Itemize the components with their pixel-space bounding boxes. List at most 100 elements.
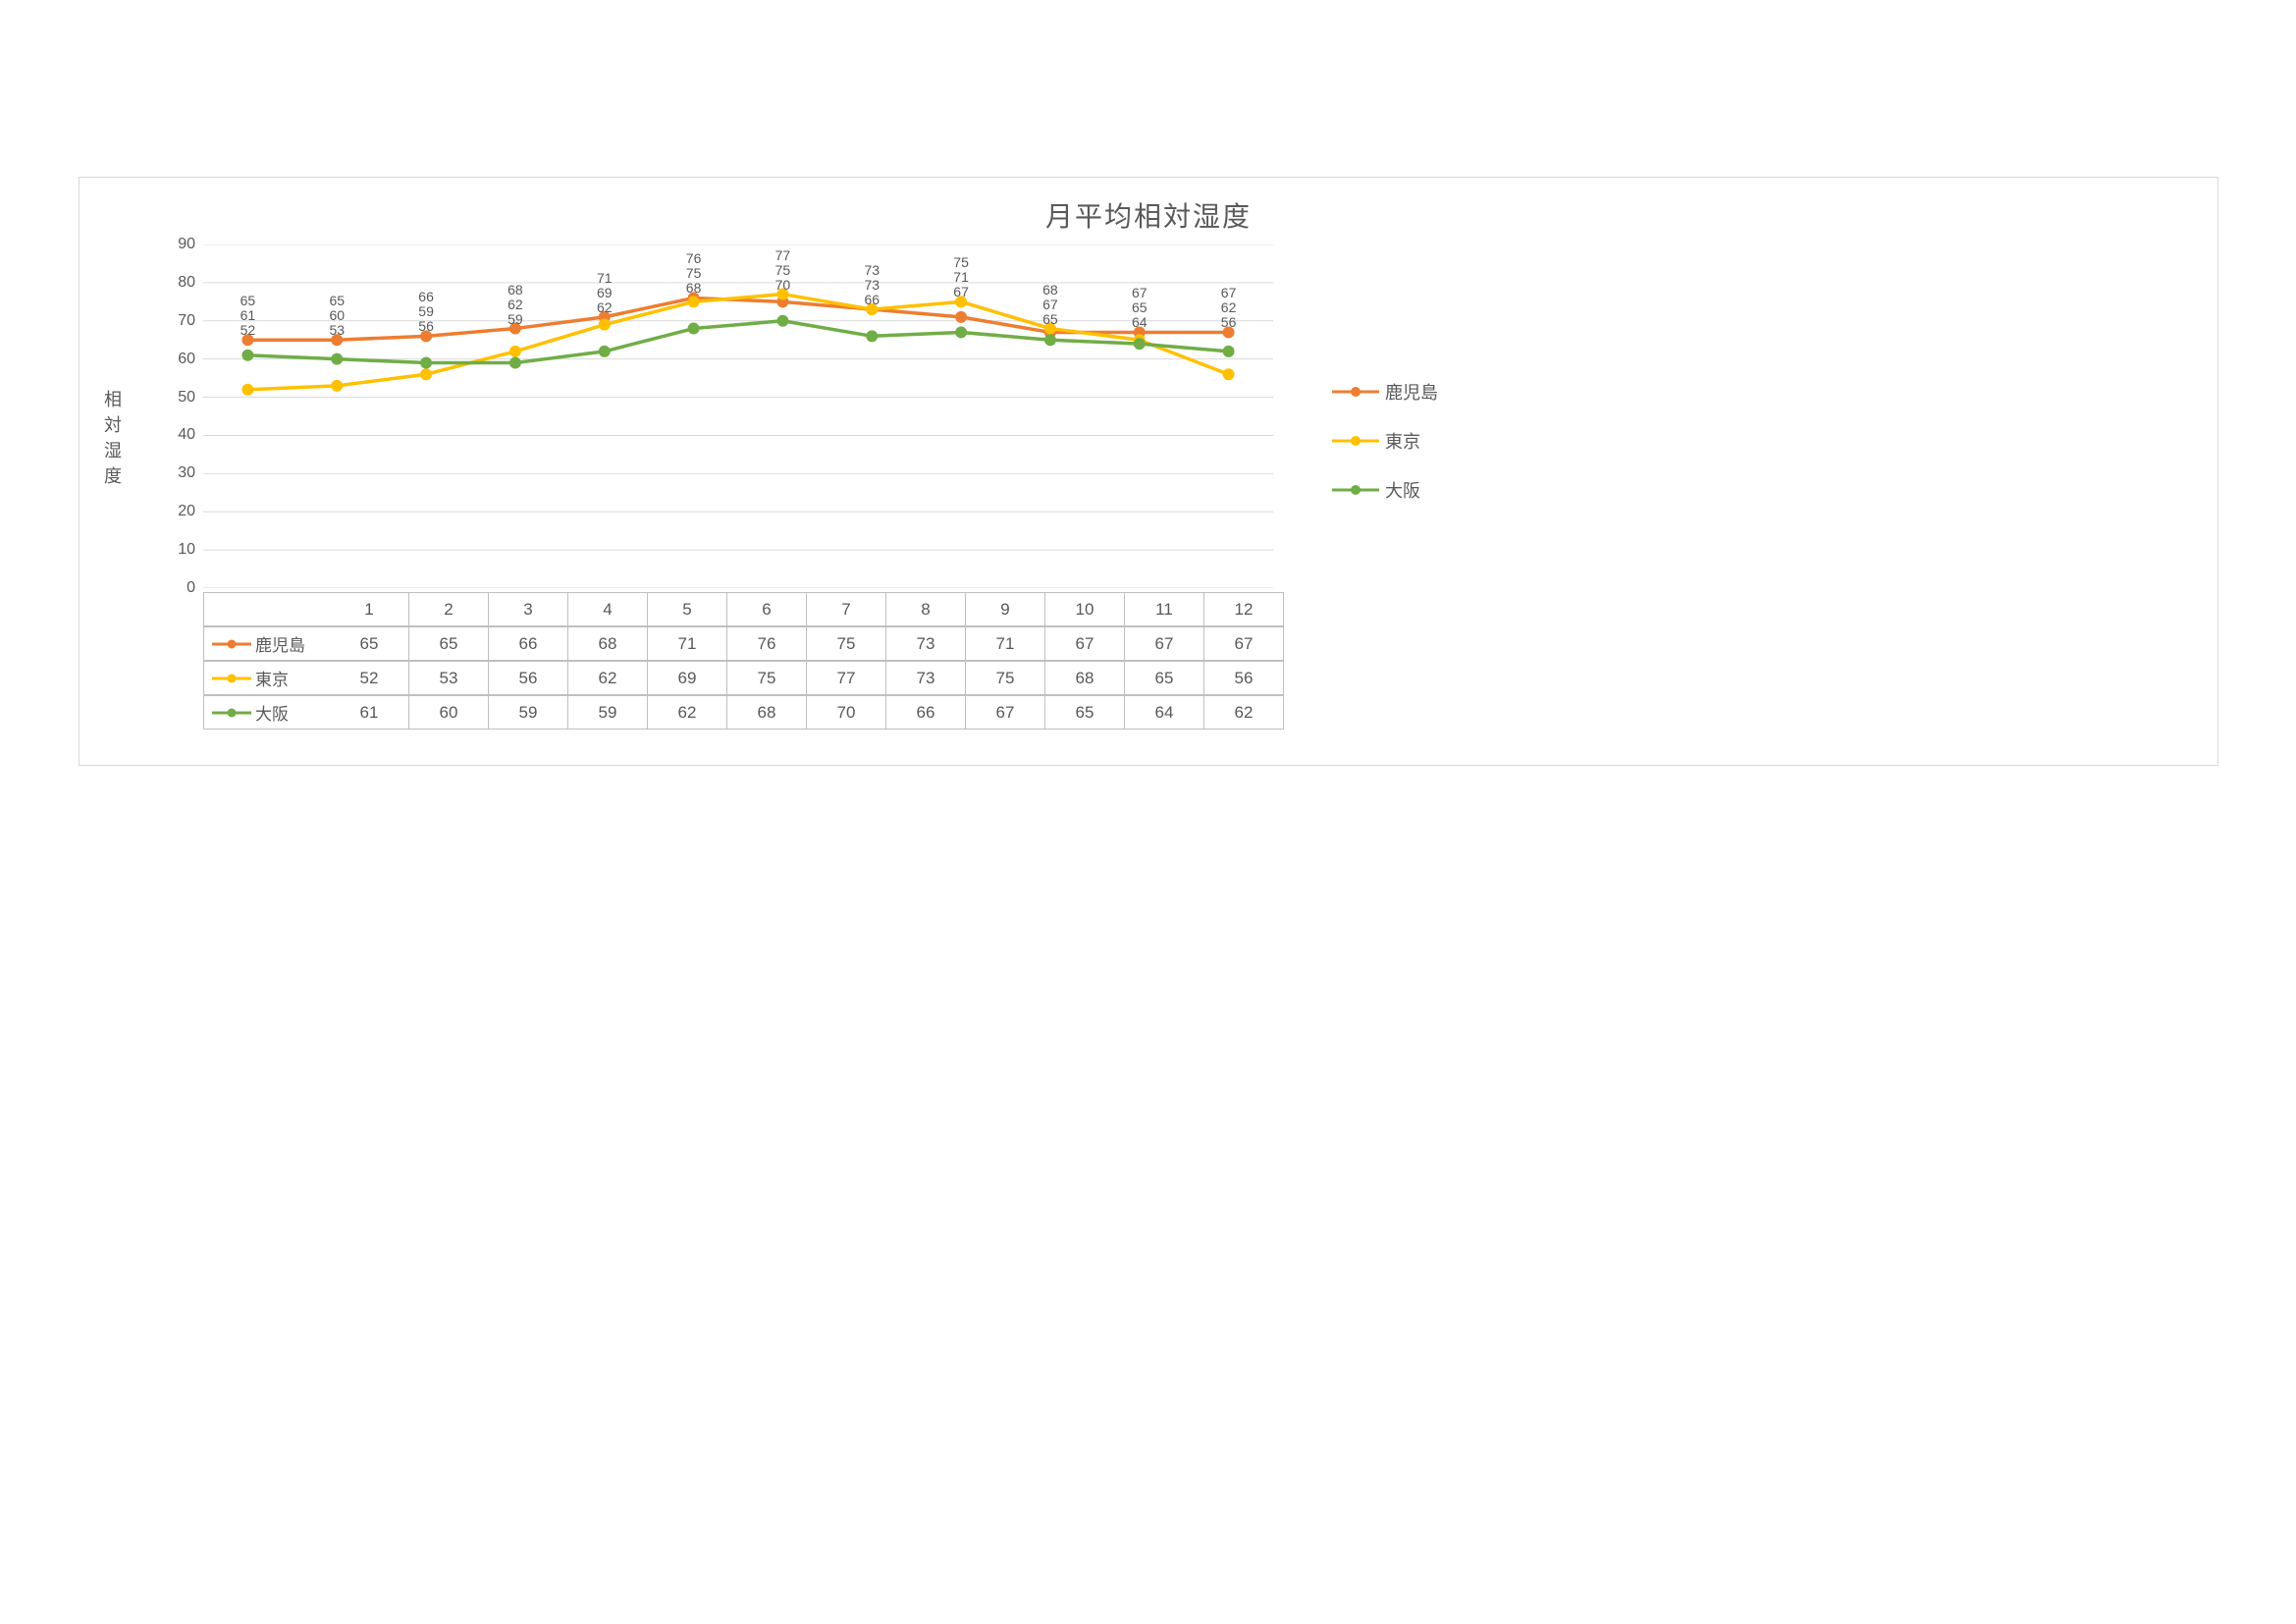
data-label-stack: 676564 bbox=[1132, 286, 1148, 330]
data-table-value-cell: 61 bbox=[330, 695, 409, 730]
data-label-value: 62 bbox=[597, 300, 613, 315]
data-label-value: 66 bbox=[418, 290, 434, 304]
data-label-value: 62 bbox=[507, 298, 523, 312]
data-label-stack: 767568 bbox=[686, 251, 702, 296]
chart-title: 月平均相対湿度 bbox=[80, 195, 2217, 235]
data-table-header-row: 123456789101112 bbox=[203, 592, 1273, 626]
y-tick-label: 90 bbox=[156, 236, 195, 253]
page-root: 月平均相対湿度 相対湿度 0102030405060708090 6561526… bbox=[0, 0, 2296, 1624]
data-table-value-cell: 66 bbox=[886, 695, 966, 730]
data-table: 123456789101112鹿児島6565666871767573716767… bbox=[203, 592, 1273, 730]
legend-label: 鹿児島 bbox=[1385, 379, 1438, 405]
series-marker bbox=[688, 323, 699, 334]
data-label-value: 61 bbox=[240, 308, 256, 323]
data-table-value-cell: 76 bbox=[727, 626, 807, 661]
series-marker bbox=[509, 357, 520, 368]
series-line bbox=[247, 321, 1228, 363]
data-label-value: 67 bbox=[953, 285, 969, 299]
legend-item: 大阪 bbox=[1332, 477, 1528, 503]
legend-swatch bbox=[1332, 480, 1379, 500]
series-marker bbox=[956, 311, 967, 322]
data-table-value-cell: 65 bbox=[409, 626, 489, 661]
data-label-value: 68 bbox=[507, 283, 523, 298]
data-table-value-cell: 77 bbox=[807, 661, 886, 695]
data-table-category-cell: 9 bbox=[966, 592, 1045, 626]
data-table-value-cell: 60 bbox=[409, 695, 489, 730]
data-table-value-cell: 65 bbox=[330, 626, 409, 661]
data-table-value-cell: 70 bbox=[807, 695, 886, 730]
data-table-value-cell: 69 bbox=[648, 661, 727, 695]
data-table-value-cell: 65 bbox=[1125, 661, 1204, 695]
data-label-stack: 757167 bbox=[953, 255, 969, 299]
data-label-stack: 737366 bbox=[864, 263, 880, 307]
data-table-series-head: 東京 bbox=[203, 661, 330, 695]
data-label-value: 64 bbox=[1132, 315, 1148, 330]
data-label-stack: 656152 bbox=[240, 294, 256, 338]
data-table-value-cell: 62 bbox=[648, 695, 727, 730]
data-table-category-cell: 5 bbox=[648, 592, 727, 626]
legend-label: 大阪 bbox=[1385, 477, 1420, 503]
y-tick-label: 40 bbox=[156, 426, 195, 444]
data-label-value: 67 bbox=[1042, 298, 1058, 312]
data-table-value-cell: 52 bbox=[330, 661, 409, 695]
data-table-value-cell: 64 bbox=[1125, 695, 1204, 730]
data-label-value: 71 bbox=[597, 271, 613, 286]
data-table-category-cell: 11 bbox=[1125, 592, 1204, 626]
y-tick-label: 80 bbox=[156, 274, 195, 292]
data-table-value-cell: 56 bbox=[489, 661, 568, 695]
legend-item: 鹿児島 bbox=[1332, 379, 1528, 405]
data-label-value: 70 bbox=[775, 278, 791, 293]
data-label-stack: 777570 bbox=[775, 248, 791, 293]
series-marker bbox=[867, 331, 878, 342]
data-label-value: 77 bbox=[775, 248, 791, 263]
data-table-value-cell: 65 bbox=[1045, 695, 1125, 730]
data-table-category-cell: 1 bbox=[330, 592, 409, 626]
legend-swatch bbox=[212, 636, 251, 652]
data-label-value: 66 bbox=[864, 293, 880, 307]
data-table-value-cell: 71 bbox=[966, 626, 1045, 661]
data-label-value: 65 bbox=[240, 294, 256, 308]
data-table-category-cell: 4 bbox=[568, 592, 648, 626]
plot-area-wrap: 0102030405060708090 65615265605366595668… bbox=[203, 244, 1273, 755]
data-label-stack: 676256 bbox=[1221, 286, 1237, 330]
data-label-value: 52 bbox=[240, 323, 256, 338]
y-axis-title: 相対湿度 bbox=[80, 390, 134, 610]
data-label-value: 65 bbox=[1132, 300, 1148, 315]
legend: 鹿児島東京大阪 bbox=[1273, 244, 1528, 755]
data-table-series-name: 東京 bbox=[255, 666, 289, 690]
data-table-value-cell: 75 bbox=[966, 661, 1045, 695]
series-marker bbox=[599, 319, 610, 330]
series-marker bbox=[509, 346, 520, 356]
data-table-value-cell: 68 bbox=[1045, 661, 1125, 695]
data-table-category-cell: 12 bbox=[1204, 592, 1284, 626]
legend-swatch bbox=[1332, 431, 1379, 451]
data-label-stack: 686765 bbox=[1042, 283, 1058, 327]
data-label-value: 65 bbox=[329, 294, 345, 308]
plot-svg bbox=[203, 244, 1273, 588]
legend-swatch bbox=[1332, 382, 1379, 402]
data-label-value: 75 bbox=[686, 266, 702, 281]
data-table-category-cell: 10 bbox=[1045, 592, 1125, 626]
data-table-value-cell: 62 bbox=[568, 661, 648, 695]
chart-body: 相対湿度 0102030405060708090 656152656053665… bbox=[80, 244, 2217, 755]
data-table-value-cell: 67 bbox=[1204, 626, 1284, 661]
data-label-stack: 686259 bbox=[507, 283, 523, 327]
data-table-series-row: 大阪616059596268706667656462 bbox=[203, 695, 1273, 730]
data-table-value-cell: 71 bbox=[648, 626, 727, 661]
data-table-category-cell: 2 bbox=[409, 592, 489, 626]
series-marker bbox=[332, 353, 343, 364]
data-label-stack: 716962 bbox=[597, 271, 613, 315]
data-table-series-name: 鹿児島 bbox=[255, 631, 305, 656]
data-label-value: 67 bbox=[1132, 286, 1148, 300]
data-label-value: 69 bbox=[597, 286, 613, 300]
series-marker bbox=[599, 346, 610, 356]
y-tick-label: 50 bbox=[156, 389, 195, 406]
data-table-category-cell: 6 bbox=[727, 592, 807, 626]
data-label-value: 75 bbox=[775, 263, 791, 278]
data-table-series-row: 鹿児島656566687176757371676767 bbox=[203, 626, 1273, 661]
data-table-value-cell: 59 bbox=[568, 695, 648, 730]
data-table-series-head: 大阪 bbox=[203, 695, 330, 730]
y-tick-label: 20 bbox=[156, 503, 195, 520]
data-table-value-cell: 59 bbox=[489, 695, 568, 730]
data-table-category-cell: 3 bbox=[489, 592, 568, 626]
